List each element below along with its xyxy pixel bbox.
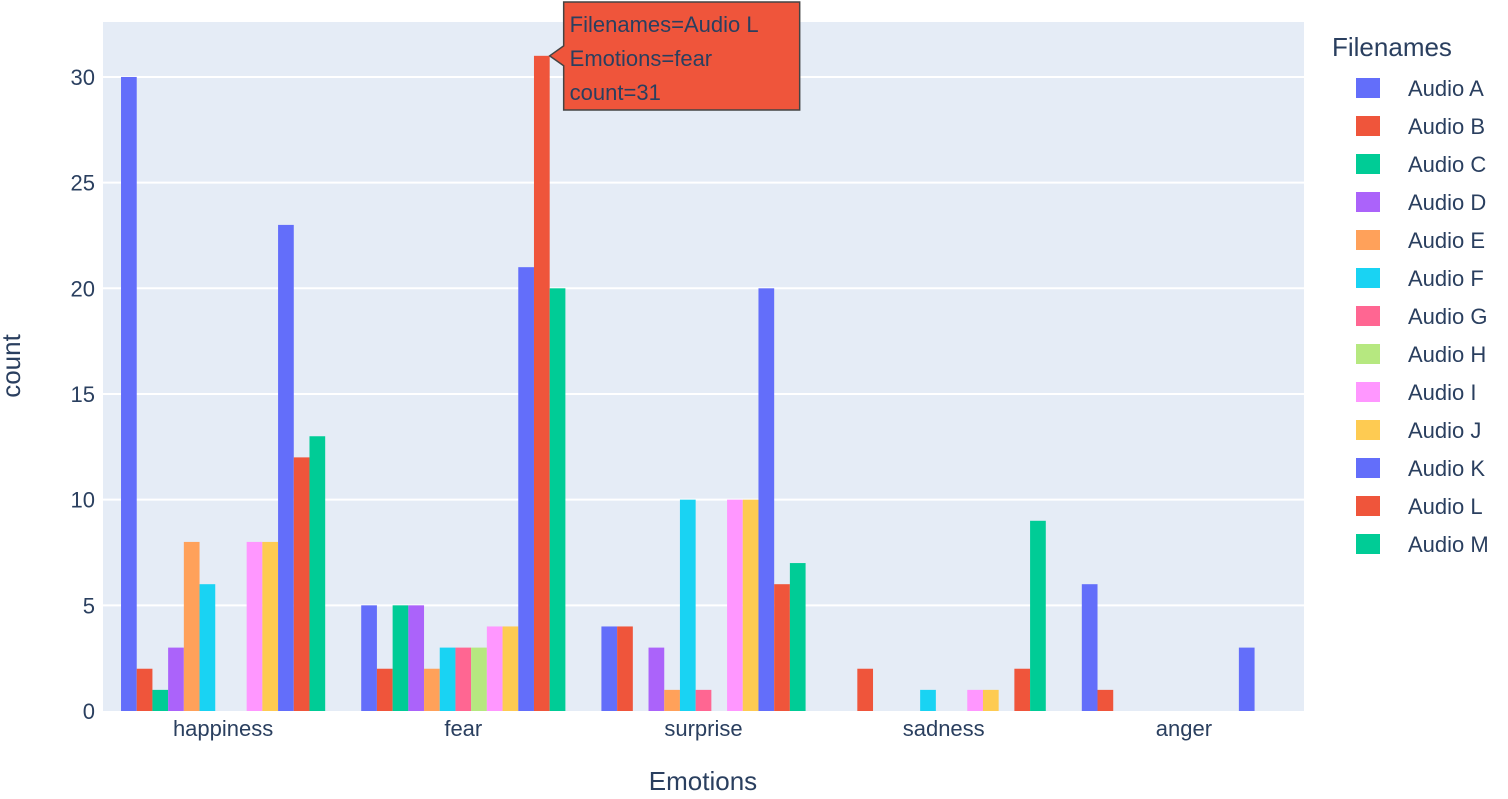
legend-swatch[interactable] (1356, 78, 1380, 98)
x-tick-label: fear (444, 716, 482, 741)
bar[interactable] (424, 668, 440, 711)
bar[interactable] (533, 55, 550, 711)
bar[interactable] (1030, 520, 1046, 711)
bar[interactable] (486, 626, 503, 711)
bar[interactable] (601, 626, 618, 711)
bar[interactable] (518, 267, 534, 711)
bars[interactable] (121, 55, 1255, 711)
bar[interactable] (664, 689, 680, 711)
bar[interactable] (502, 626, 519, 711)
legend-swatch[interactable] (1356, 458, 1380, 478)
bar[interactable] (549, 288, 566, 711)
legend-swatch[interactable] (1356, 344, 1380, 364)
y-tick-label: 5 (83, 593, 95, 618)
bar[interactable] (727, 499, 743, 711)
y-tick-label: 25 (71, 171, 95, 196)
bar[interactable] (920, 689, 936, 711)
y-tick-label: 15 (71, 382, 95, 407)
legend-swatch[interactable] (1356, 534, 1380, 554)
legend-swatch[interactable] (1356, 306, 1380, 326)
y-axis-ticks: 0 5 10 15 20 25 30 (71, 65, 95, 724)
bar[interactable] (199, 584, 216, 711)
y-axis-title: count (0, 333, 26, 397)
x-tick-label: anger (1156, 716, 1212, 741)
bar[interactable] (617, 626, 633, 711)
legend-swatch[interactable] (1356, 496, 1380, 516)
legend-item-label[interactable]: Audio D (1408, 190, 1486, 215)
legend-item-label[interactable]: Audio L (1408, 494, 1483, 519)
bar[interactable] (439, 647, 456, 711)
y-tick-label: 20 (71, 276, 95, 301)
legend-swatch[interactable] (1356, 192, 1380, 212)
bar[interactable] (309, 436, 326, 711)
bar[interactable] (455, 647, 472, 711)
legend-swatch[interactable] (1356, 268, 1380, 288)
x-tick-label: happiness (173, 716, 273, 741)
hover-tooltip: Filenames=Audio L Emotions=fear count=31 (548, 1, 801, 111)
bar[interactable] (246, 541, 263, 711)
bar[interactable] (1014, 668, 1031, 711)
bar[interactable] (758, 288, 775, 711)
bar[interactable] (152, 689, 169, 711)
bar[interactable] (774, 584, 790, 711)
bar[interactable] (1081, 584, 1098, 711)
bar[interactable] (293, 457, 310, 711)
y-tick-label: 30 (71, 65, 95, 90)
legend-swatch[interactable] (1356, 116, 1380, 136)
tooltip-line: Filenames=Audio L (570, 12, 759, 37)
x-tick-label: surprise (664, 716, 742, 741)
bar[interactable] (392, 605, 409, 711)
y-tick-label: 10 (71, 488, 95, 513)
tooltip-line: count=31 (570, 80, 661, 105)
bar[interactable] (742, 499, 759, 711)
bar[interactable] (361, 605, 377, 711)
tooltip-box (548, 1, 801, 111)
legend-item-label[interactable]: Audio I (1408, 380, 1477, 405)
bar[interactable] (1238, 647, 1255, 711)
legend-item-label[interactable]: Audio H (1408, 342, 1486, 367)
bar[interactable] (168, 647, 184, 711)
bar[interactable] (278, 224, 294, 711)
y-tick-label: 0 (83, 699, 95, 724)
legend-item-label[interactable]: Audio J (1408, 418, 1481, 443)
bar[interactable] (789, 563, 806, 711)
bar[interactable] (695, 689, 712, 711)
legend-swatch[interactable] (1356, 154, 1380, 174)
legend-item-label[interactable]: Audio K (1408, 456, 1485, 481)
bar[interactable] (857, 668, 874, 711)
x-axis-title: Emotions (649, 766, 757, 796)
legend-item-label[interactable]: Audio E (1408, 228, 1485, 253)
legend-title: Filenames (1332, 32, 1452, 62)
x-tick-label: sadness (903, 716, 985, 741)
bar[interactable] (982, 689, 999, 711)
bar[interactable] (262, 541, 279, 711)
bar[interactable] (376, 668, 393, 711)
legend-swatch[interactable] (1356, 382, 1380, 402)
legend-item-label[interactable]: Audio B (1408, 114, 1485, 139)
legend-item-label[interactable]: Audio F (1408, 266, 1484, 291)
legend-item-label[interactable]: Audio G (1408, 304, 1488, 329)
legend-item-label[interactable]: Audio M (1408, 532, 1489, 557)
legend-swatch[interactable] (1356, 230, 1380, 250)
bar[interactable] (471, 647, 487, 711)
bar[interactable] (408, 605, 425, 711)
bar[interactable] (121, 76, 137, 711)
tooltip-line: Emotions=fear (570, 46, 712, 71)
legend-item-label[interactable]: Audio C (1408, 152, 1486, 177)
bar[interactable] (648, 647, 665, 711)
legend-item-label[interactable]: Audio A (1408, 76, 1484, 101)
legend: Filenames Audio A Audio B Audio C Audio D Au… (1332, 32, 1489, 557)
bar[interactable] (679, 499, 696, 711)
bar[interactable] (136, 668, 153, 711)
bar[interactable] (1097, 689, 1114, 711)
x-axis-ticks: happiness fear surprise sadness anger (173, 716, 1212, 741)
bar[interactable] (183, 541, 200, 711)
bar[interactable] (967, 689, 983, 711)
legend-swatch[interactable] (1356, 420, 1380, 440)
